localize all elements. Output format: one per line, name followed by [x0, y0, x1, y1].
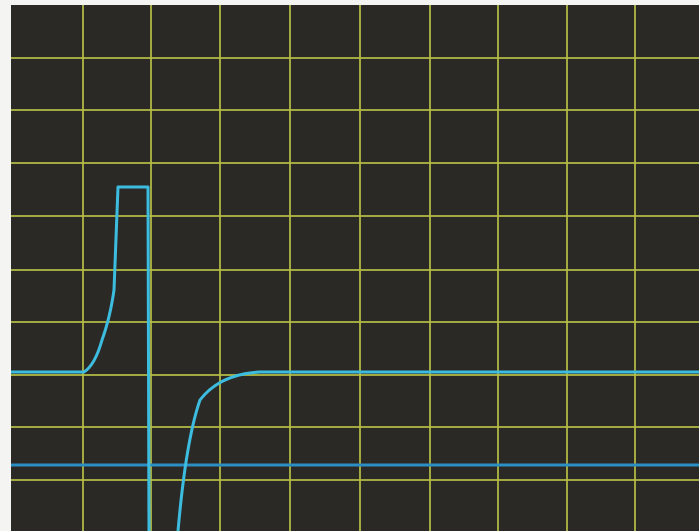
oscilloscope-screen: [0, 0, 699, 531]
page: (() => { const data = JSON.parse(documen…: [0, 0, 699, 531]
